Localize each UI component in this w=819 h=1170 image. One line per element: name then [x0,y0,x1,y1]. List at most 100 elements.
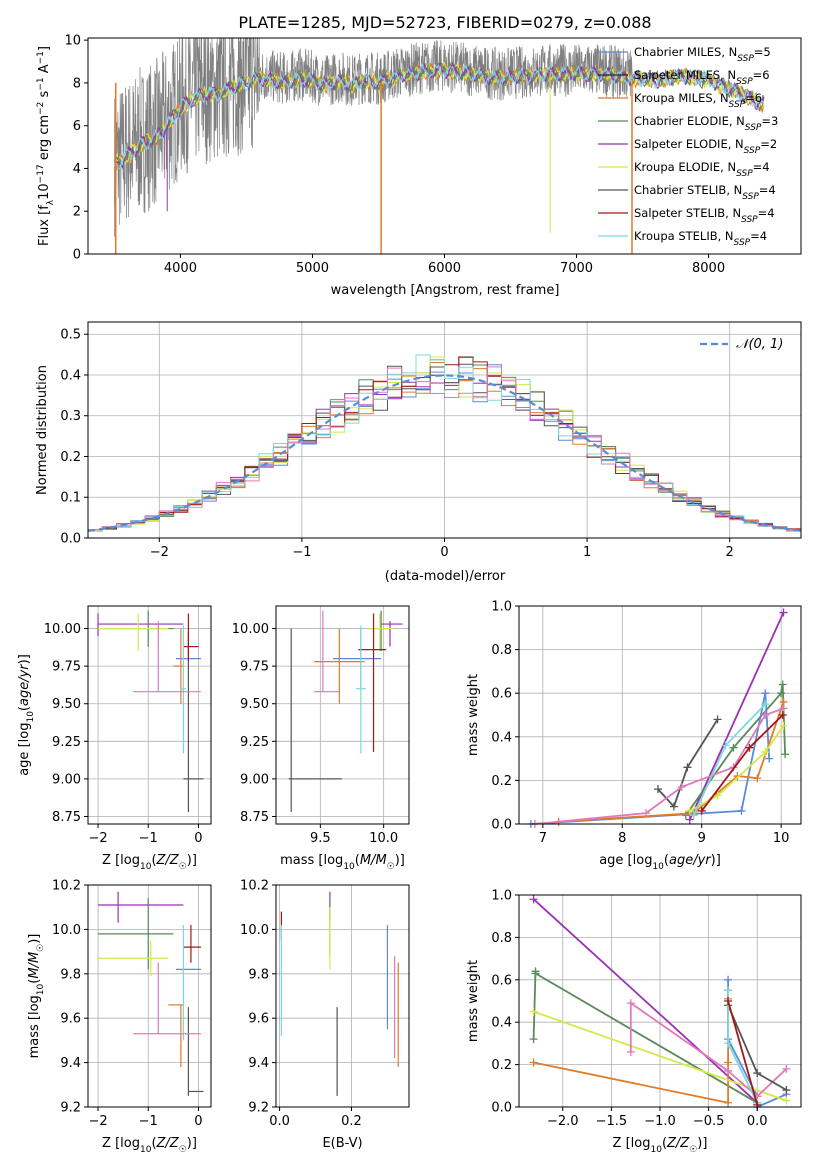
mass-weight-marker [531,969,540,978]
x-axis-label: Z [log10(Z/Z☉)] [102,1136,197,1155]
mass-weight-marker [779,704,788,713]
y-tick-label: 0 [73,248,81,263]
mass-weight-line-kroupa_elodie [689,725,785,812]
residual-histogram-kroupa_stelib [88,354,801,531]
mass-weight-marker [779,608,788,617]
y-tick-label: 0.2 [60,450,81,465]
plot-area [526,608,790,828]
mass-weight-marker [529,1007,538,1016]
plot-area [288,610,403,812]
y-tick-label: 8.75 [240,810,269,825]
plot-area [280,891,399,1096]
residual-histogram-pink [88,366,801,532]
mass-weight-line-salpeter_elodie [688,612,785,820]
mass-weight-marker [753,1069,762,1078]
plot-area [87,354,802,532]
x-axis-label: mass [log10(M/M☉)] [280,853,405,872]
label-part: mass [log [27,995,42,1058]
mass-weight-marker [761,700,770,709]
mass-weight-vs-z-panel: −2.0 −1.5 −1.0 −0.5 0.0 0.0 0.2 0.4 0.6 0.8 1.0 Z [… [466,889,802,1155]
label-part: )] [27,934,42,944]
label-part: Kroupa STELIB, N [634,229,734,243]
y-tick-label: 0.4 [491,730,512,745]
x-tick-label: 8000 [692,261,725,276]
label-part: Chabrier STELIB, N [634,183,742,197]
spectrum-panel: 4000 5000 6000 7000 8000 0 2 4 6 8 10 wavelength [A… [36,34,802,298]
mass-weight-marker [685,806,694,815]
y-tick-label: 0.1 [60,491,81,506]
label-part: 10 [343,862,355,872]
y-tick-label: 0.4 [491,1016,512,1031]
legend-label: Kroupa ELODIE, NSSP=4 [634,160,770,179]
mass-weight-marker [761,711,770,719]
y-tick-label: 9.4 [60,1056,81,1071]
mass-vs-z-panel: −2 −1 09.29.49.69.810.010.2Z [log10(Z/Z☉)]… [27,879,212,1155]
label-part: −2 [36,102,46,115]
label-part: Z/Z [156,1136,180,1151]
y-tick-label: 10.2 [52,879,81,894]
x-tick-label: 7000 [560,261,593,276]
legend-label: Chabrier MILES, NSSP=5 [634,45,771,64]
x-tick-label: −1 [139,1114,158,1129]
mass-weight-marker [782,1096,791,1105]
y-tick-label: 9.4 [248,1056,269,1071]
label-part: −1 [36,77,46,90]
mass-weight-marker [669,802,678,811]
y-tick-label: 4 [73,162,81,177]
label-part: Z/Z [666,1136,690,1151]
mass-weight-marker [761,748,770,757]
y-tick-label: 10 [64,34,81,49]
y-tick-label: 10.00 [232,622,269,637]
label-part: =4 [750,229,767,243]
label-part: =5 [754,45,771,59]
mass-weight-marker [724,997,733,1005]
y-tick-label: 0.2 [491,1058,512,1073]
label-part: ☉ [387,862,395,872]
mass-weight-marker [724,986,733,995]
mass-weight-marker [683,763,692,772]
mass-weight-marker [713,715,722,724]
y-axis-label: mass weight [466,960,481,1042]
label-part: erg cm [37,115,52,164]
label-part: ☉ [36,944,46,952]
label-part: SSP [736,169,753,179]
y-axis-label: mass weight [466,674,481,756]
legend-label: Salpeter ELODIE, NSSP=2 [634,137,777,156]
mass-weight-marker [529,1058,538,1067]
x-axis-label: age [log10(age/yr)] [599,853,721,872]
label-part: ( [17,706,32,711]
legend-label: Chabrier ELODIE, NSSP=3 [634,114,778,133]
x-tick-label: 0.0 [269,1114,290,1129]
label-part: ☉ [179,1145,187,1155]
label-part: Salpeter MILES, N [634,68,736,82]
label-part: Kroupa MILES, N [634,91,729,105]
label-part: 10 [652,862,664,872]
x-tick-label: −1.5 [596,1114,628,1129]
label-part: )] [187,1136,197,1151]
y-tick-label: 0.0 [60,532,81,547]
mass-weight-marker [737,806,746,815]
y-tick-label: 9.2 [248,1101,269,1116]
label-part: ☉ [689,1145,697,1155]
normal-curve [87,374,802,532]
mass-weight-marker [761,689,770,698]
legend-label: Salpeter MILES, NSSP=6 [634,68,770,87]
figure-title: PLATE=1285, MJD=52723, FIBERID=0279, z=0… [238,13,651,32]
y-tick-label: 0.3 [60,409,81,424]
x-tick-label: 9 [698,831,706,846]
label-part: −1 [36,51,46,64]
mass-weight-marker [778,711,787,719]
mass-weight-marker [765,754,774,763]
label-part: ( [27,979,42,984]
label-part: s [37,90,52,101]
label-part: M/M [360,853,387,868]
label-part: SSP [734,238,751,248]
y-tick-label: 0.2 [491,774,512,789]
y-axis-label: age [log10(age/yr)] [17,654,36,776]
y-tick-label: 9.00 [240,772,269,787]
label-part: )] [17,654,32,664]
label-part: age/yr [17,663,32,706]
legend-label: Salpeter STELIB, NSSP=4 [634,206,775,225]
mass-weight-line-salpeter_stelib [727,1000,759,1106]
label-part: Salpeter STELIB, N [634,206,741,220]
